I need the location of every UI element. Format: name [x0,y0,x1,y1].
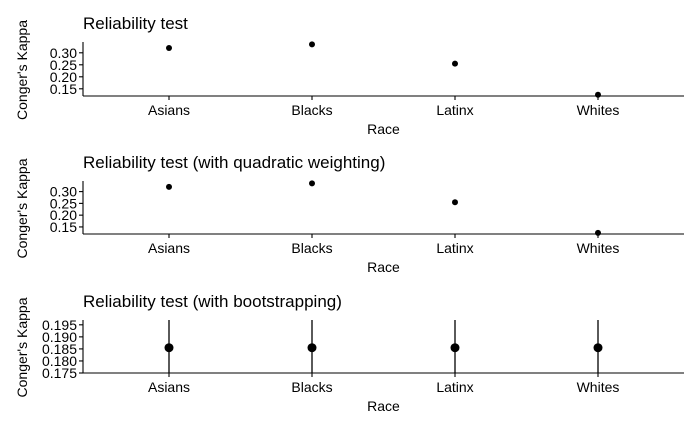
y-tick-label: 0.30 [50,184,77,200]
x-tick-label: Latinx [436,240,473,256]
data-point [166,183,172,190]
x-tick-label: Whites [577,102,620,118]
y-tick-label: 0.20 [50,69,77,85]
data-point [307,343,317,353]
x-tick-label: Whites [577,379,620,395]
y-tick-label: 0.175 [42,365,77,381]
data-point [166,45,172,51]
x-axis-label: Race [367,121,400,137]
chart-panel-1: Reliability test 0.150.200.250.30 Asians Bl… [14,14,684,137]
data-point [309,180,315,187]
chart-title: Reliability test (with bootstrapping) [83,292,342,311]
y-tick-label: 0.15 [50,219,77,235]
data-point [452,199,458,206]
chart-title: Reliability test (with quadratic weighti… [83,153,385,172]
x-tick-label: Asians [148,102,190,118]
y-tick-label: 0.15 [50,81,77,97]
x-tick-label: Blacks [291,379,332,395]
y-tick-label: 0.30 [50,45,77,61]
y-tick-label: 0.185 [42,341,77,357]
data-point [309,41,315,48]
x-axis-label: Race [367,398,400,414]
data-point [595,229,601,236]
x-tick-label: Asians [148,379,190,395]
x-tick-label: Latinx [436,379,473,395]
y-tick-label: 0.180 [42,353,77,369]
x-tick-label: Blacks [291,240,332,256]
y-axis-label: Conger's Kappa [14,158,30,258]
y-tick-label: 0.20 [50,207,77,223]
data-point [593,343,603,353]
chart-panel-2: Reliability test (with quadratic weighti… [14,153,684,275]
y-tick-label: 0.25 [50,57,77,73]
y-axis-label: Conger's Kappa [14,297,30,397]
data-point [595,91,601,98]
x-axis-label: Race [367,259,400,275]
y-axis-label: Conger's Kappa [14,20,30,120]
data-point [164,343,174,353]
chart-title: Reliability test [83,14,188,33]
data-point [450,343,460,353]
x-tick-label: Blacks [291,102,332,118]
x-tick-label: Latinx [436,102,473,118]
x-tick-label: Whites [577,240,620,256]
y-tick-label: 0.190 [42,329,77,345]
x-tick-label: Asians [148,240,190,256]
y-tick-label: 0.195 [42,317,77,333]
data-point [452,60,458,67]
chart-panel-3: Reliability test (with bootstrapping) 0.1… [14,292,684,414]
y-tick-label: 0.25 [50,195,77,211]
